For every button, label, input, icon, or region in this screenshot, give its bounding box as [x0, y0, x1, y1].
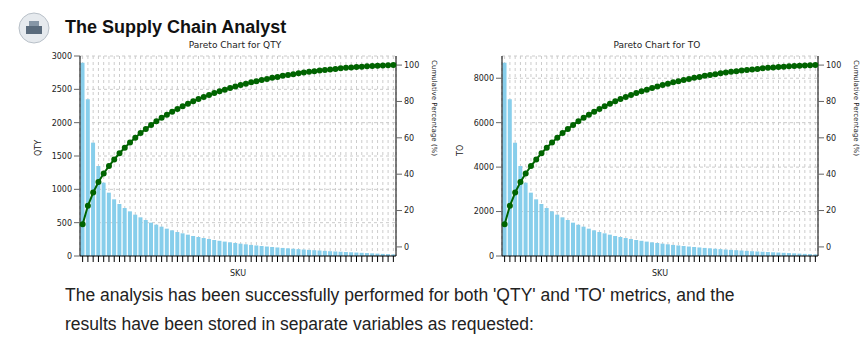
- html-text:results have been stored in se: results have been stored in separate var…: [65, 314, 534, 334]
- svg-text:20: 20: [404, 206, 414, 215]
- svg-text:60: 60: [404, 134, 414, 143]
- svg-text:Cumulative Percentage (%): Cumulative Percentage (%): [430, 60, 438, 156]
- svg-text:40: 40: [404, 170, 414, 179]
- svg-text:40: 40: [826, 170, 836, 179]
- svg-text:3000: 3000: [52, 52, 72, 61]
- svg-text:QTY: QTY: [34, 140, 43, 156]
- svg-text:80: 80: [404, 97, 414, 106]
- svg-text:100: 100: [404, 61, 419, 70]
- svg-text:1000: 1000: [52, 185, 72, 194]
- svg-text:2000: 2000: [474, 207, 494, 216]
- svg-text:2000: 2000: [52, 119, 72, 128]
- svg-text:20: 20: [826, 206, 836, 215]
- svg-text:SKU: SKU: [652, 269, 668, 278]
- svg-text:4000: 4000: [474, 163, 494, 172]
- svg-text:8000: 8000: [474, 74, 494, 83]
- svg-text:500: 500: [57, 219, 72, 228]
- svg-text:1500: 1500: [52, 152, 72, 161]
- svg-text:Cumulative Percentage (%): Cumulative Percentage (%): [852, 60, 859, 156]
- svg-text:80: 80: [826, 97, 836, 106]
- svg-text:SKU: SKU: [230, 269, 246, 278]
- svg-text:0: 0: [826, 243, 831, 252]
- svg-text:60: 60: [826, 134, 836, 143]
- html-text:Pareto Chart for QTY: Pareto Chart for QTY: [188, 40, 282, 50]
- html-text:Pareto Chart for TO: Pareto Chart for TO: [613, 40, 701, 50]
- html-text:The analysis has been successf: The analysis has been successfully perfo…: [65, 285, 735, 305]
- svg-text:0: 0: [67, 252, 72, 261]
- html-text:The Supply Chain Analyst: The Supply Chain Analyst: [65, 17, 287, 37]
- svg-text:100: 100: [826, 61, 841, 70]
- svg-text:0: 0: [404, 243, 409, 252]
- svg-text:6000: 6000: [474, 119, 494, 128]
- svg-text:TO: TO: [456, 145, 465, 157]
- svg-text:2500: 2500: [52, 85, 72, 94]
- svg-text:0: 0: [489, 252, 494, 261]
